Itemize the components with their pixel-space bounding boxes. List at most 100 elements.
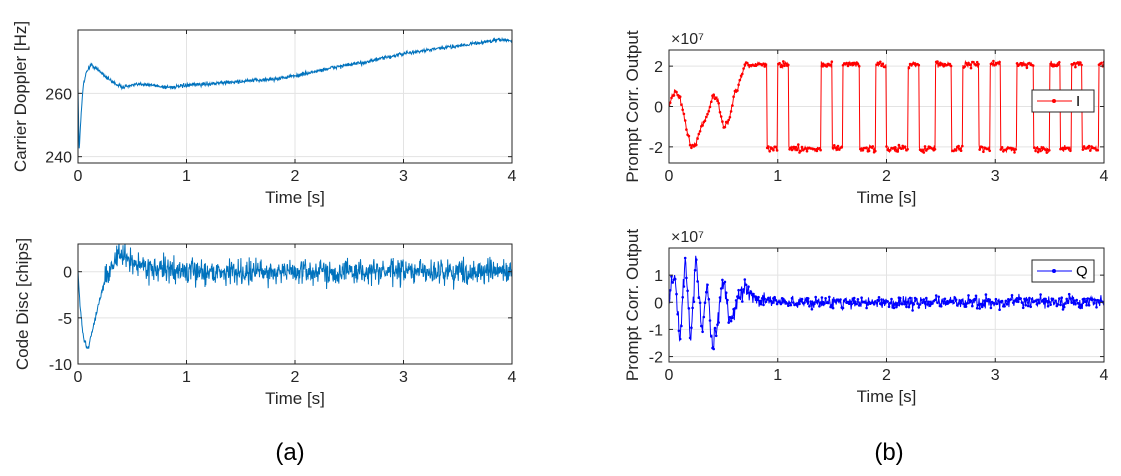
data-point [988, 149, 991, 153]
data-point [903, 145, 907, 148]
data-point [856, 298, 860, 301]
data-point [997, 299, 1000, 303]
data-point [681, 296, 684, 299]
data-point [726, 298, 729, 302]
data-point [1034, 149, 1037, 153]
x-tick-label: 4 [508, 168, 517, 185]
data-point [805, 149, 809, 153]
caption-a: (a) [275, 439, 304, 466]
data-point [1100, 61, 1103, 65]
x-tick-label: 1 [182, 369, 191, 386]
data-point [671, 281, 674, 284]
data-point [706, 112, 709, 116]
data-point [850, 302, 853, 306]
data-point [830, 60, 834, 63]
x-axis-label: Time [s] [265, 389, 325, 408]
data-point [683, 256, 687, 260]
data-point [804, 147, 807, 150]
data-point [989, 306, 993, 310]
data-point [683, 119, 687, 122]
data-point [716, 323, 719, 327]
data-point [1015, 297, 1019, 300]
data-point [974, 294, 978, 298]
data-point [716, 99, 719, 103]
data-point [1014, 148, 1018, 151]
data-point [975, 306, 979, 310]
data-point [767, 296, 770, 300]
legend-marker [1052, 269, 1056, 273]
data-point [816, 299, 820, 303]
data-point [881, 301, 885, 305]
data-point [1028, 296, 1031, 300]
data-point [728, 115, 732, 119]
data-point [1015, 62, 1019, 65]
data-point [993, 302, 996, 306]
data-point [1046, 304, 1050, 308]
data-point [787, 304, 790, 308]
data-point [877, 296, 881, 299]
data-point [867, 149, 871, 153]
data-point [1025, 66, 1029, 69]
data-point [746, 291, 749, 295]
data-point [905, 305, 908, 309]
data-point [922, 298, 926, 301]
data-point [958, 299, 962, 302]
data-point [747, 285, 750, 289]
legend: Q [1031, 259, 1095, 283]
data-point [1082, 297, 1086, 301]
data-point [841, 64, 845, 67]
x-tick-label: 2 [882, 168, 891, 185]
data-point [783, 64, 786, 68]
data-point [733, 307, 737, 310]
data-point [949, 64, 953, 68]
data-point [688, 336, 692, 340]
data-point [973, 297, 976, 301]
data-point [1038, 301, 1041, 305]
data-point [669, 289, 672, 292]
x-axis-label: Time [s] [265, 188, 325, 207]
x-tick-label: 1 [773, 168, 782, 185]
data-point [1048, 300, 1051, 304]
data-point [875, 301, 878, 305]
data-point [957, 144, 960, 148]
data-point [670, 96, 673, 100]
data-point [775, 149, 779, 152]
data-point [810, 307, 814, 311]
data-point [1054, 299, 1057, 303]
data-point [678, 95, 682, 98]
data-point [861, 148, 865, 152]
data-point [1059, 303, 1062, 307]
data-point [721, 278, 724, 282]
data-point [1013, 151, 1016, 154]
data-point [901, 302, 904, 306]
data-point [698, 130, 702, 133]
data-point [724, 291, 728, 295]
y-axis-label: Carrier Doppler [Hz] [11, 21, 30, 172]
data-point [980, 145, 984, 149]
data-point [1004, 299, 1008, 303]
data-point [736, 89, 739, 92]
data-point [958, 147, 962, 151]
data-point [974, 64, 978, 67]
data-point [834, 300, 837, 304]
data-point [936, 301, 939, 305]
data-point [762, 303, 765, 307]
data-point [1058, 297, 1061, 300]
data-point [860, 296, 863, 300]
data-point [999, 148, 1003, 151]
x-tick-label: 0 [665, 367, 674, 384]
data-point [872, 303, 876, 306]
data-point [1031, 64, 1035, 67]
data-point [925, 296, 928, 300]
data-point [968, 63, 972, 66]
data-point [879, 302, 882, 306]
data-point [1045, 151, 1049, 154]
data-point [963, 65, 967, 68]
data-point [1095, 306, 1098, 309]
data-point [990, 62, 994, 66]
y-tick-label: -1 [649, 322, 663, 339]
data-point [951, 299, 954, 303]
data-point [775, 302, 779, 306]
data-point [961, 298, 964, 302]
